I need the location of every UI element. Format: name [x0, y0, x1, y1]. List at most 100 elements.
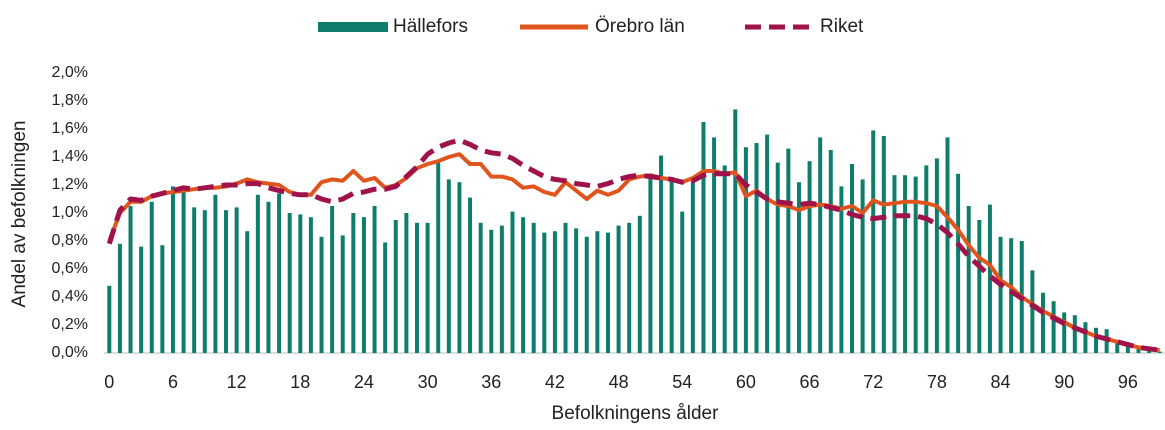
bar — [404, 213, 409, 353]
bar — [160, 245, 165, 353]
bar — [255, 194, 260, 353]
y-tick-label: 0,6% — [52, 260, 88, 277]
bar — [1115, 341, 1120, 353]
bar — [287, 213, 292, 353]
bar — [903, 175, 908, 353]
y-tick-label: 1,6% — [52, 120, 88, 137]
legend-swatch — [318, 22, 388, 32]
y-tick-label: 0,8% — [52, 232, 88, 249]
bar — [669, 179, 674, 353]
bar — [1062, 312, 1067, 353]
bar — [202, 210, 207, 353]
bar — [340, 235, 345, 353]
y-tick-label: 1,4% — [52, 148, 88, 165]
bar — [616, 225, 621, 353]
y-tick-label: 0,4% — [52, 288, 88, 305]
bar — [733, 109, 738, 354]
bar — [966, 206, 971, 353]
bar — [414, 222, 419, 353]
x-tick-label: 60 — [736, 372, 756, 392]
bar — [680, 211, 685, 353]
dashed-line — [106, 137, 1161, 353]
bar — [361, 217, 366, 353]
bar — [871, 130, 876, 353]
bar — [521, 217, 526, 353]
bar — [1136, 348, 1141, 353]
bar — [128, 206, 133, 353]
x-tick-label: 78 — [927, 372, 947, 392]
x-tick-label: 48 — [609, 372, 629, 392]
x-axis-label: Befolkningens ålder — [552, 403, 720, 424]
y-tick-label: 1,0% — [52, 204, 88, 221]
legend-label: Örebro län — [595, 16, 685, 37]
bar — [934, 158, 939, 353]
x-tick-label: 0 — [104, 372, 114, 392]
bar — [659, 155, 664, 353]
bar — [627, 222, 632, 353]
bar — [319, 236, 324, 353]
x-tick-label: 66 — [800, 372, 820, 392]
bar — [224, 210, 229, 353]
bar — [850, 164, 855, 353]
bar — [117, 243, 122, 353]
x-tick-label: 6 — [168, 372, 178, 392]
x-tick-label: 72 — [863, 372, 883, 392]
bar — [648, 176, 653, 353]
bar — [637, 215, 642, 353]
bar — [478, 222, 483, 353]
bar — [139, 246, 144, 353]
y-tick-label: 1,8% — [52, 92, 88, 109]
bar — [1040, 292, 1045, 353]
bar — [998, 236, 1003, 353]
bar — [372, 206, 377, 353]
bar — [765, 134, 770, 353]
bar — [245, 231, 250, 353]
bar — [457, 182, 462, 353]
x-tick-label: 24 — [354, 372, 374, 392]
bar — [383, 242, 388, 353]
bar — [701, 122, 706, 353]
bar — [924, 165, 929, 353]
x-tick-label: 36 — [481, 372, 501, 392]
bar — [107, 285, 112, 353]
bar — [722, 165, 727, 353]
y-tick-label: 2,0% — [52, 64, 88, 81]
y-tick-label: 0,2% — [52, 316, 88, 333]
bar — [1030, 270, 1035, 353]
bar — [881, 136, 886, 353]
x-tick-label: 12 — [227, 372, 247, 392]
bar — [298, 214, 303, 353]
bar — [468, 197, 473, 353]
bar — [192, 207, 197, 353]
bar — [595, 231, 600, 353]
bar — [393, 220, 398, 353]
bar — [531, 222, 536, 353]
bar — [807, 161, 812, 353]
x-tick-label: 90 — [1054, 372, 1074, 392]
bar — [690, 180, 695, 353]
bar — [775, 162, 780, 353]
bar — [330, 206, 335, 353]
bar — [234, 207, 239, 353]
bar — [1009, 238, 1014, 353]
x-tick-label: 84 — [991, 372, 1011, 392]
bar — [266, 201, 271, 353]
x-tick-label: 30 — [418, 372, 438, 392]
bar — [743, 147, 748, 353]
bar — [213, 194, 218, 353]
bar — [499, 225, 504, 353]
bar — [1051, 301, 1056, 353]
bar — [446, 179, 451, 353]
bar — [754, 143, 759, 353]
bar — [1125, 346, 1130, 353]
bar — [584, 236, 589, 353]
bar — [1083, 322, 1088, 353]
bar — [542, 232, 547, 353]
bar — [818, 137, 823, 353]
bar — [1147, 350, 1152, 353]
bar — [149, 201, 154, 353]
bar — [510, 211, 515, 353]
bar — [181, 189, 186, 353]
bar — [828, 150, 833, 353]
